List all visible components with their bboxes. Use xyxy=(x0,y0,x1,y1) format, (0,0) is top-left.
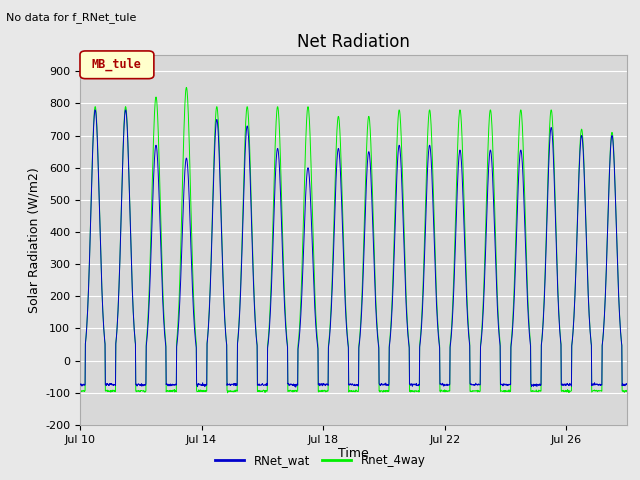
Rnet_4way xyxy=(182,84,190,90)
Rnet_4way xyxy=(321,388,328,394)
Rnet_4way xyxy=(76,388,84,394)
RNet_wat xyxy=(312,317,319,323)
Rnet_4way xyxy=(368,168,376,174)
Title: Net Radiation: Net Radiation xyxy=(297,33,410,51)
Y-axis label: Solar Radiation (W/m2): Solar Radiation (W/m2) xyxy=(28,167,41,313)
RNet_wat xyxy=(292,384,300,390)
Text: MB_tule: MB_tule xyxy=(92,58,142,72)
RNet_wat xyxy=(548,134,556,140)
Rnet_4way xyxy=(224,390,232,396)
Rnet_4way xyxy=(548,117,556,123)
Text: No data for f_RNet_tule: No data for f_RNet_tule xyxy=(6,12,137,23)
RNet_wat xyxy=(368,196,376,202)
Legend: RNet_wat, Rnet_4way: RNet_wat, Rnet_4way xyxy=(210,449,430,472)
Rnet_4way xyxy=(312,304,319,310)
Rnet_4way xyxy=(623,389,631,395)
RNet_wat xyxy=(92,107,99,113)
Rnet_4way xyxy=(108,387,116,393)
Rnet_4way xyxy=(429,155,436,160)
X-axis label: Time: Time xyxy=(338,447,369,460)
FancyBboxPatch shape xyxy=(80,51,154,79)
RNet_wat xyxy=(429,183,436,189)
RNet_wat xyxy=(109,382,116,387)
Line: RNet_wat: RNet_wat xyxy=(80,110,627,387)
RNet_wat xyxy=(76,382,84,387)
RNet_wat xyxy=(321,381,328,387)
RNet_wat xyxy=(623,382,631,388)
Line: Rnet_4way: Rnet_4way xyxy=(80,87,627,393)
